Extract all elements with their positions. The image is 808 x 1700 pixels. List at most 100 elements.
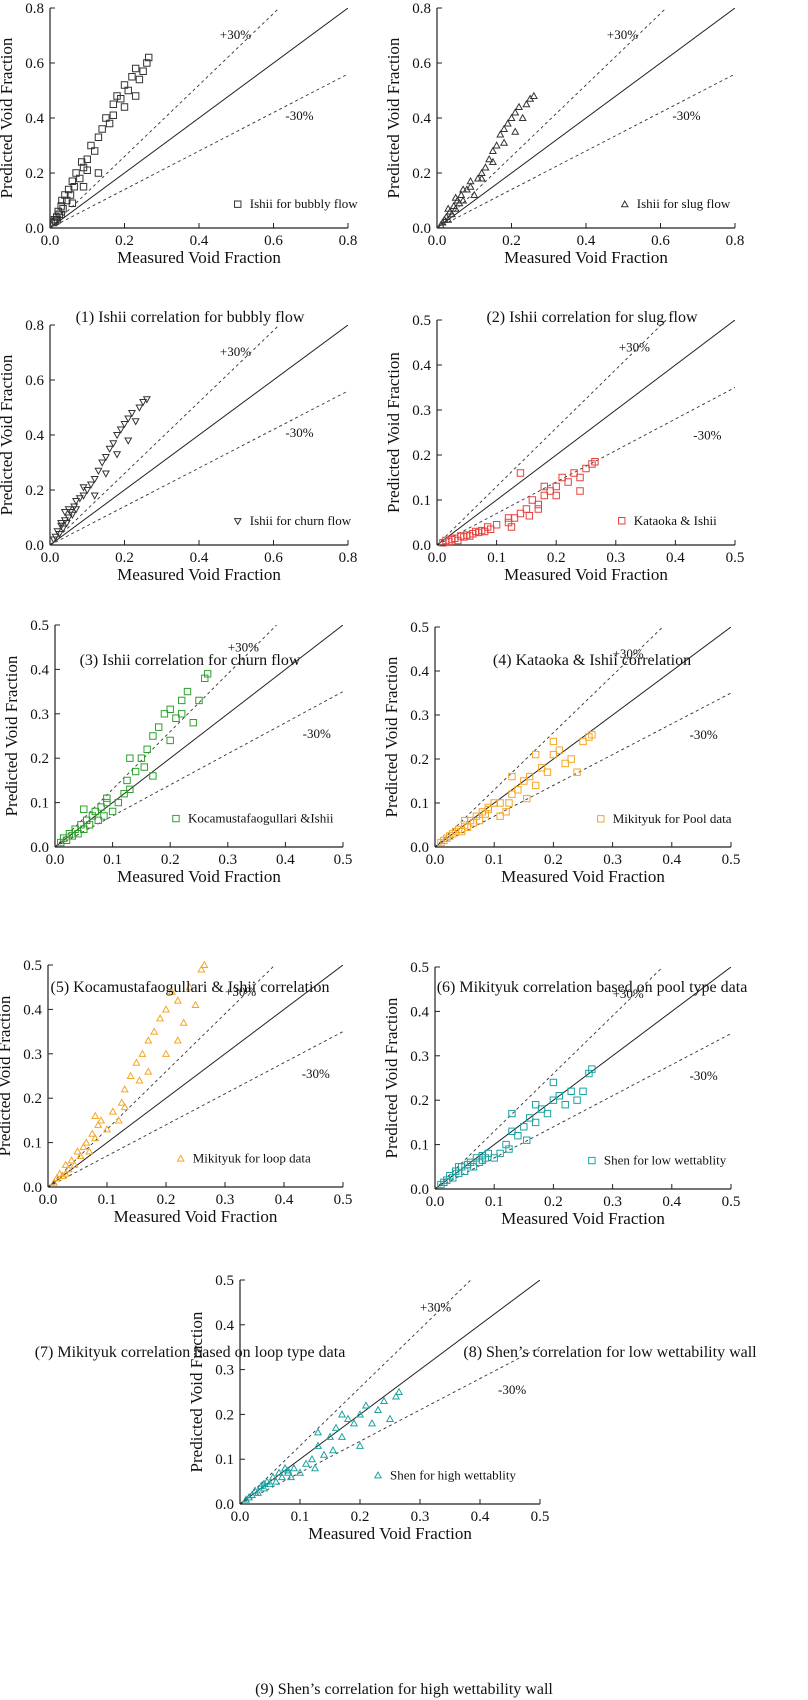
caption-panel-7: (7) Mikityuk correlation based on loop t… xyxy=(35,1344,346,1361)
data-point xyxy=(86,481,96,489)
data-point xyxy=(508,1109,516,1118)
data-point xyxy=(483,523,492,531)
data-point xyxy=(361,1401,371,1409)
y-tick-label: 0.0 xyxy=(410,1182,429,1198)
data-point xyxy=(567,1087,575,1096)
legend-label: Ishii for slug flow xyxy=(637,196,731,211)
y-tick-label: 0.8 xyxy=(412,1,431,17)
data-point xyxy=(555,1092,564,1100)
data-point xyxy=(57,519,66,528)
y-tick-label: 0.2 xyxy=(410,752,429,768)
data-point xyxy=(108,807,117,816)
caption-panel-3: (3) Ishii correlation for churn flow xyxy=(80,652,301,669)
x-tick-label: 0.0 xyxy=(428,550,447,566)
data-point xyxy=(442,536,450,545)
parity-line xyxy=(240,1280,540,1504)
y-tick-label: 0.4 xyxy=(410,664,429,680)
data-point xyxy=(466,1158,475,1167)
plus-30-label: +30% xyxy=(225,984,256,999)
data-point xyxy=(250,1486,260,1494)
data-point xyxy=(490,1154,498,1162)
data-point xyxy=(124,437,133,445)
data-point xyxy=(582,464,590,473)
data-point xyxy=(385,1414,395,1422)
data-point xyxy=(73,1147,82,1155)
data-point xyxy=(120,81,129,89)
data-point xyxy=(496,130,505,138)
x-axis-title: Measured Void Fraction xyxy=(308,1524,472,1543)
x-tick-label: 0.4 xyxy=(276,852,295,868)
legend-label: Shen for low wettablity xyxy=(604,1153,727,1168)
data-point xyxy=(113,92,121,100)
y-tick-label: 0.8 xyxy=(25,1,44,17)
x-tick-label: 0.0 xyxy=(428,233,447,249)
data-point xyxy=(440,1178,448,1187)
data-point xyxy=(529,91,538,100)
data-point xyxy=(120,103,129,111)
data-point xyxy=(522,505,531,513)
y-axis-title: Predicted Void Fraction xyxy=(0,995,14,1156)
y-tick-label: 0.5 xyxy=(410,620,429,636)
data-point xyxy=(502,808,510,816)
y-tick-label: 0.4 xyxy=(23,1002,42,1018)
data-point xyxy=(108,1107,117,1115)
data-point xyxy=(253,1488,263,1496)
data-point xyxy=(454,1163,463,1171)
data-point xyxy=(87,141,95,150)
data-point xyxy=(507,113,516,122)
legend: Kocamustafaogullari &Ishii xyxy=(172,811,334,826)
data-point xyxy=(62,519,71,528)
data-point xyxy=(259,1479,269,1487)
x-tick-label: 0.4 xyxy=(190,550,209,566)
data-point xyxy=(457,1163,466,1171)
reference-lines xyxy=(240,1280,540,1504)
minus-30-line xyxy=(55,691,343,847)
x-tick-label: 0.2 xyxy=(351,1509,370,1525)
data-point xyxy=(531,781,540,790)
data-point xyxy=(76,174,84,183)
data-point xyxy=(79,492,88,500)
x-tick-label: 0.1 xyxy=(291,1509,310,1525)
data-point xyxy=(127,409,136,418)
y-tick-label: 0.3 xyxy=(215,1363,234,1379)
plus-30-line xyxy=(437,8,667,228)
y-tick-label: 0.2 xyxy=(30,751,49,767)
data-point xyxy=(271,1477,281,1485)
data-point xyxy=(549,1078,558,1087)
x-tick-label: 0.5 xyxy=(722,852,741,868)
data-point xyxy=(452,1167,460,1175)
data-point xyxy=(518,113,527,122)
data-point xyxy=(286,1472,296,1481)
reference-lines xyxy=(437,8,735,228)
x-tick-label: 0.4 xyxy=(662,852,681,868)
data-point xyxy=(91,1133,100,1142)
data-point xyxy=(573,1096,581,1104)
x-tick-label: 0.1 xyxy=(485,1194,504,1210)
caption-panel-6: (6) Mikityuk correlation based on pool t… xyxy=(437,979,748,996)
y-tick-label: 0.0 xyxy=(412,221,431,237)
plus-30-label: +30% xyxy=(420,1299,451,1314)
data-point xyxy=(549,1096,558,1104)
data-point xyxy=(379,1396,389,1405)
minus-30-line xyxy=(437,387,735,545)
x-axis-title: Measured Void Fraction xyxy=(117,565,281,584)
x-tick-label: 0.3 xyxy=(411,1509,430,1525)
data-point xyxy=(307,1454,317,1463)
data-point xyxy=(83,155,91,163)
data-point xyxy=(472,812,481,820)
data-point xyxy=(114,1116,123,1124)
data-point xyxy=(445,537,453,546)
minus-30-line xyxy=(240,1346,540,1504)
data-point xyxy=(310,1463,320,1472)
y-tick-label: 0.2 xyxy=(412,448,431,464)
data-point xyxy=(58,1171,67,1179)
data-point xyxy=(94,1120,103,1128)
data-point xyxy=(469,1163,478,1171)
data-point xyxy=(540,482,548,491)
data-point xyxy=(507,523,516,531)
data-point xyxy=(128,73,136,81)
data-point xyxy=(97,1116,106,1124)
legend: Kataoka & Ishii xyxy=(618,513,717,528)
data-point xyxy=(98,459,107,467)
